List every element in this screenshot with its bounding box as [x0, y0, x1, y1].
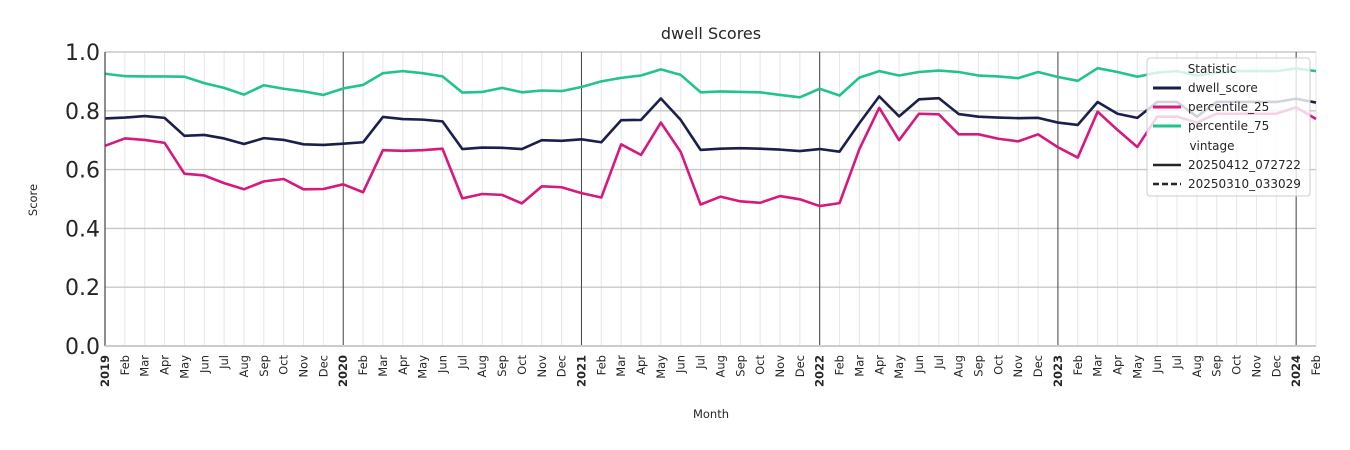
x-tick-label: Nov: [773, 355, 787, 378]
legend-title: Statistic: [1188, 62, 1237, 76]
x-tick-label: Apr: [396, 355, 410, 375]
x-tick-labels: 2019 Feb Mar Apr May Jun Jul Aug Sep Oct Nov Dec 202…: [98, 355, 1323, 387]
x-tick-label: Aug: [475, 355, 489, 377]
y-tick-label: 0.4: [65, 217, 100, 242]
x-tick-label: Sep: [733, 355, 747, 377]
x-tick-label: Dec: [1031, 355, 1045, 377]
x-tick-label-year: 2024: [1289, 355, 1303, 387]
x-tick-label: Mar: [138, 355, 152, 377]
x-tick-label: Jul: [455, 355, 469, 370]
x-tick-label: Sep: [1210, 355, 1224, 377]
x-tick-label: May: [416, 355, 430, 379]
legend-label-vintage-1: 20250412_072722: [1188, 158, 1301, 172]
x-tick-label: Jun: [197, 355, 211, 374]
x-tick-label: Feb: [1071, 355, 1085, 375]
x-tick-label: Feb: [356, 355, 370, 375]
x-tick-label: May: [654, 355, 668, 379]
y-tick-label: 0.0: [65, 335, 100, 360]
x-axis-label: Month: [693, 407, 729, 421]
x-tick-label: Sep: [495, 355, 509, 377]
chart-title: dwell Scores: [661, 24, 761, 43]
axes: [104, 52, 1316, 347]
legend-subtitle: vintage: [1189, 139, 1234, 153]
x-tick-label-year: 2021: [574, 355, 588, 387]
x-tick-label: Jul: [932, 355, 946, 370]
series-lines: [104, 66, 1317, 208]
legend-label-dwell-score: dwell_score: [1188, 81, 1258, 95]
x-tick-label: Jul: [1170, 355, 1184, 370]
x-tick-label: May: [177, 355, 191, 379]
y-axis-label: Score: [26, 184, 40, 216]
x-tick-label: Apr: [872, 355, 886, 375]
x-tick-label: May: [1130, 355, 1144, 379]
x-tick-label: Mar: [376, 355, 390, 377]
x-tick-label-year: 2023: [1051, 355, 1065, 387]
x-tick-label: Feb: [1309, 355, 1323, 375]
year-lines: [342, 52, 1297, 346]
legend: Statistic dwell_score percentile_25 perc…: [1146, 57, 1311, 197]
x-tick-label: Dec: [555, 355, 569, 377]
x-tick-label: Sep: [972, 355, 986, 377]
x-tick-label: Apr: [1110, 355, 1124, 375]
x-tick-label: Feb: [833, 355, 847, 375]
x-tick-label-year: 2020: [336, 355, 350, 387]
x-tick-label: Dec: [1269, 355, 1283, 377]
x-tick-label: Nov: [297, 355, 311, 378]
series-line-percentile-25: [104, 105, 1317, 208]
y-tick-label: 0.6: [65, 159, 100, 184]
x-tick-label: Nov: [535, 355, 549, 378]
legend-box: [1146, 57, 1311, 197]
x-tick-label: Feb: [118, 355, 132, 375]
x-tick-label: Aug: [952, 355, 966, 377]
x-tick-label: Dec: [793, 355, 807, 377]
legend-label-percentile-25: percentile_25: [1188, 100, 1269, 114]
y-tick-labels: 0.0 0.2 0.4 0.6 0.8 1.0: [65, 41, 100, 360]
x-tick-label: Oct: [515, 355, 529, 375]
x-tick-label: Apr: [158, 355, 172, 375]
x-tick-label: Nov: [1011, 355, 1025, 378]
legend-label-percentile-75: percentile_75: [1188, 119, 1269, 133]
x-tick-label: Jun: [435, 355, 449, 374]
x-tick-label: Aug: [1190, 355, 1204, 377]
x-tick-label: Aug: [713, 355, 727, 377]
x-tick-label: Jun: [674, 355, 688, 374]
legend-label-vintage-2: 20250310_033029: [1188, 177, 1301, 191]
x-tick-label-year: 2022: [813, 355, 827, 387]
x-tick-label: Jul: [217, 355, 231, 370]
x-tick-label: Mar: [1091, 355, 1105, 377]
x-tick-label: Nov: [1249, 355, 1263, 378]
x-tick-label: Dec: [316, 355, 330, 377]
x-tick-label-year: 2019: [98, 355, 112, 387]
x-tick-label: Oct: [753, 355, 767, 375]
y-tick-label: 1.0: [65, 41, 100, 66]
x-tick-label: Jun: [1150, 355, 1164, 374]
x-tick-label: Mar: [614, 355, 628, 377]
series-line-percentile-75: [104, 66, 1317, 99]
y-tick-label: 0.2: [65, 276, 100, 301]
x-tick-label: Jul: [694, 355, 708, 370]
y-tick-label: 0.8: [65, 100, 100, 125]
x-tick-label: Sep: [257, 355, 271, 377]
x-tick-label: Mar: [852, 355, 866, 377]
series-line-dwell-score: [104, 95, 1317, 153]
x-tick-label: Oct: [991, 355, 1005, 375]
x-tick-label: Aug: [237, 355, 251, 377]
x-tick-label: Feb: [594, 355, 608, 375]
x-tick-label: Jun: [912, 355, 926, 374]
x-tick-label: Oct: [1230, 355, 1244, 375]
x-tick-label: May: [892, 355, 906, 379]
x-tick-label: Oct: [277, 355, 291, 375]
x-tick-label: Apr: [634, 355, 648, 375]
